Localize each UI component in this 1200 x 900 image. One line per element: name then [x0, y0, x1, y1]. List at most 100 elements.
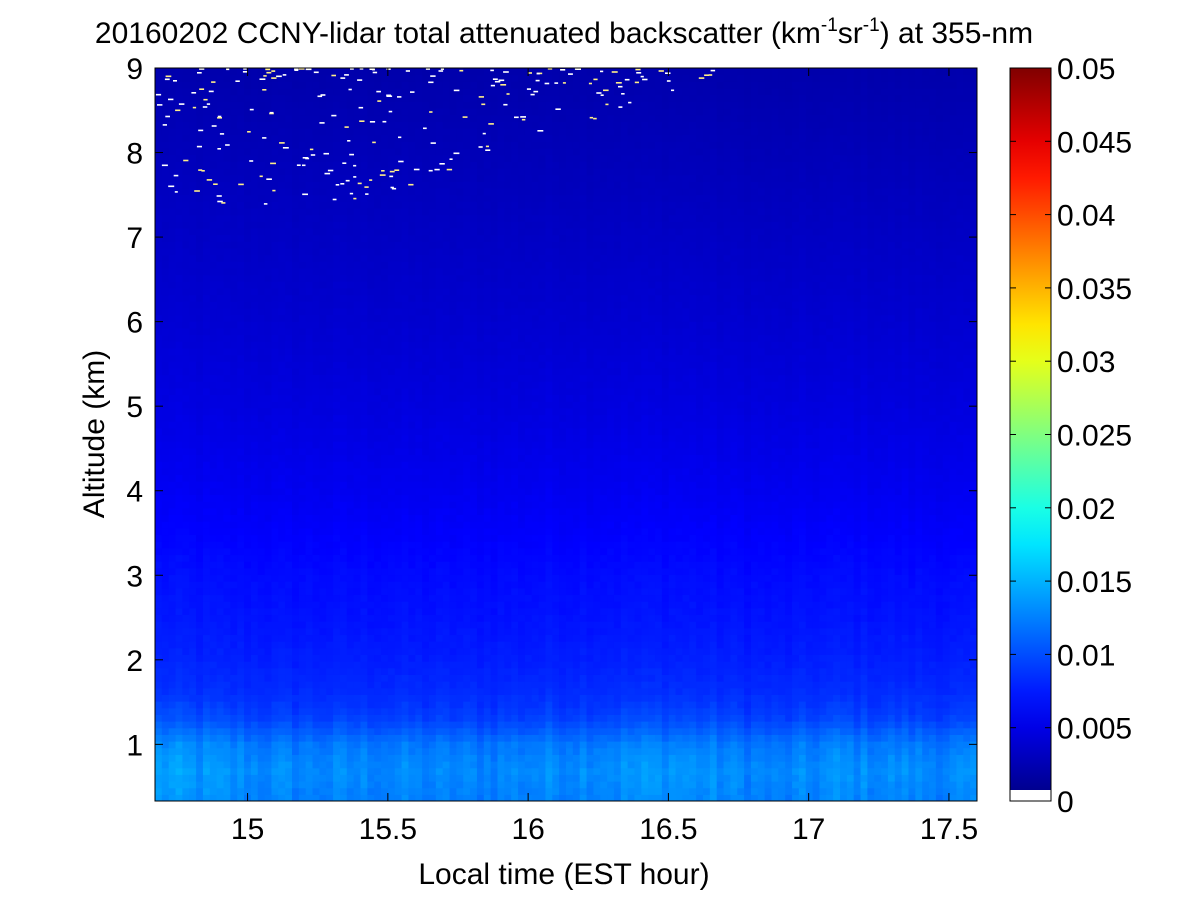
- heatmap-cell: [346, 87, 355, 96]
- heatmap-cell: [292, 454, 300, 462]
- heatmap-cell: [353, 221, 362, 229]
- heatmap-cell: [374, 381, 382, 389]
- heatmap-cell: [415, 774, 423, 782]
- heatmap-cell: [175, 234, 183, 242]
- heatmap-cell: [333, 167, 341, 176]
- heatmap-cell: [230, 547, 238, 556]
- heatmap-cell: [449, 494, 457, 502]
- heatmap-cell: [161, 394, 170, 402]
- heatmap-cell: [387, 627, 396, 636]
- heatmap-cell: [435, 261, 444, 269]
- heatmap-cell: [285, 594, 293, 602]
- heatmap-cell: [161, 747, 170, 755]
- heatmap-cell: [326, 687, 334, 695]
- heatmap-cell: [360, 101, 368, 109]
- heatmap-cell: [202, 81, 211, 89]
- heatmap-cell: [278, 641, 286, 649]
- heatmap-cell: [401, 487, 410, 496]
- heatmap-cell: [456, 621, 464, 629]
- heatmap-cell: [175, 281, 183, 289]
- heatmap-cell: [175, 467, 183, 476]
- heatmap-cell: [381, 441, 389, 449]
- heatmap-cell: [435, 434, 444, 442]
- heatmap-cell: [161, 487, 170, 496]
- heatmap-cell: [271, 594, 279, 602]
- heatmap-cell: [422, 461, 430, 469]
- heatmap-cell: [292, 167, 300, 176]
- heatmap-cell: [353, 267, 362, 276]
- heatmap-cell: [257, 281, 266, 289]
- heatmap-cell: [394, 201, 403, 209]
- heatmap-cell: [381, 547, 389, 556]
- heatmap-cell: [155, 754, 163, 762]
- heatmap-cell: [429, 294, 437, 302]
- heatmap-cell: [401, 547, 410, 556]
- heatmap-cell: [298, 187, 307, 196]
- heatmap-cell: [415, 74, 423, 82]
- heatmap-cell: [442, 354, 451, 362]
- heatmap-cell: [196, 254, 204, 262]
- heatmap-cell: [381, 747, 389, 755]
- heatmap-cell: [435, 447, 444, 456]
- heatmap-cell: [346, 767, 355, 775]
- heatmap-cell: [408, 734, 416, 742]
- heatmap-cell: [168, 574, 177, 582]
- heatmap-cell: [161, 374, 170, 382]
- heatmap-cell: [367, 187, 375, 196]
- heatmap-cell: [175, 81, 183, 89]
- heatmap-cell: [374, 734, 382, 742]
- heatmap-cell: [271, 381, 279, 389]
- heatmap-cell: [202, 147, 211, 156]
- heatmap-cell: [339, 694, 348, 702]
- heatmap-cell: [196, 461, 204, 469]
- heatmap-cell: [278, 214, 286, 222]
- heatmap-cell: [415, 361, 423, 369]
- heatmap-cell: [346, 721, 355, 729]
- heatmap-cell: [298, 154, 307, 162]
- heatmap-cell: [182, 481, 190, 489]
- heatmap-cell: [339, 501, 348, 509]
- heatmap-cell: [209, 227, 218, 236]
- heatmap-cell: [429, 521, 437, 529]
- heatmap-cell: [264, 287, 273, 296]
- heatmap-cell: [244, 354, 252, 362]
- heatmap-cell: [168, 721, 177, 729]
- heatmap-cell: [264, 201, 273, 209]
- heatmap-cell: [189, 774, 197, 782]
- heatmap-cell: [442, 147, 451, 156]
- heatmap-cell: [202, 107, 211, 116]
- heatmap-cell: [271, 501, 279, 509]
- heatmap-cell: [189, 634, 197, 642]
- heatmap-cell: [168, 654, 177, 662]
- heatmap-cell: [278, 341, 286, 349]
- heatmap-cell: [271, 394, 279, 402]
- heatmap-cell: [223, 747, 231, 755]
- heatmap-cell: [196, 487, 204, 496]
- heatmap-cell: [319, 154, 327, 162]
- heatmap-cell: [333, 221, 341, 229]
- heatmap-cell: [155, 141, 163, 149]
- heatmap-cell: [202, 241, 211, 249]
- heatmap-cell: [230, 414, 238, 422]
- heatmap-cell: [292, 174, 300, 182]
- heatmap-cell: [408, 761, 416, 769]
- heatmap-cell: [161, 621, 170, 629]
- heatmap-cell: [408, 561, 416, 569]
- heatmap-cell: [175, 181, 183, 189]
- heatmap-cell: [278, 494, 286, 502]
- heatmap-cell: [189, 447, 197, 456]
- heatmap-cell: [394, 441, 403, 449]
- heatmap-cell: [257, 187, 266, 196]
- heatmap-cell: [182, 181, 190, 189]
- heatmap-cell: [264, 467, 273, 476]
- heatmap-cell: [326, 667, 334, 675]
- heatmap-cell: [223, 567, 231, 576]
- heatmap-cell: [326, 267, 334, 276]
- heatmap-cell: [182, 174, 190, 182]
- heatmap-cell: [422, 201, 430, 209]
- heatmap-cell: [401, 747, 410, 755]
- heatmap-cell: [209, 667, 218, 675]
- heatmap-cell: [442, 667, 451, 675]
- heatmap-cell: [394, 634, 403, 642]
- heatmap-cell: [367, 461, 375, 469]
